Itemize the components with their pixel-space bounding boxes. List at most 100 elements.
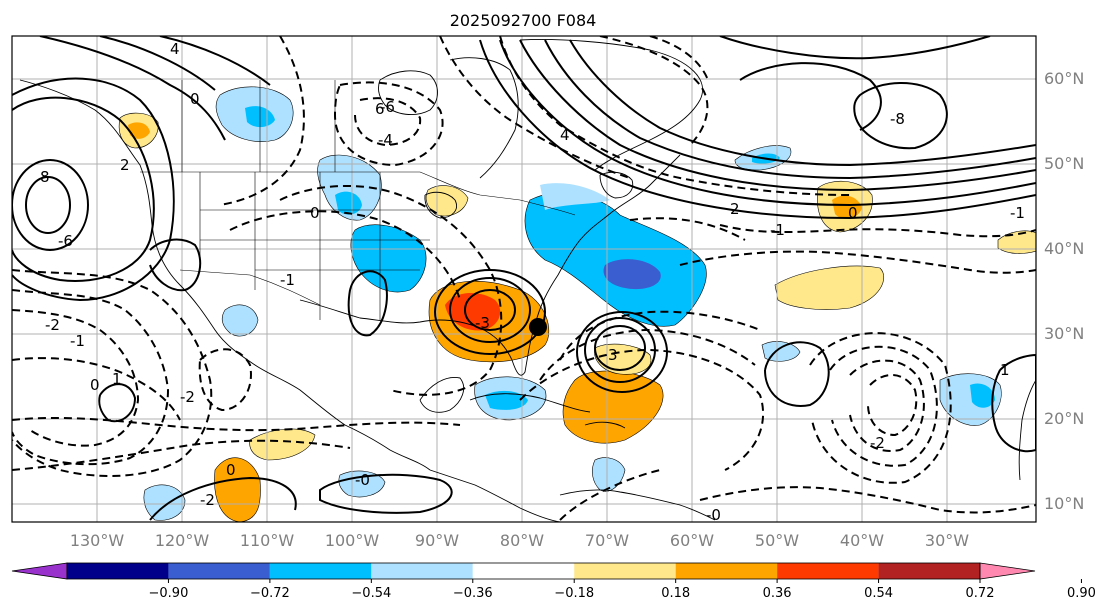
contour-east-atlantic-high-2 bbox=[991, 353, 1036, 453]
storm-center-marker bbox=[529, 318, 547, 336]
contour-neg-13 bbox=[499, 36, 851, 196]
contour-label: -0 bbox=[706, 506, 721, 524]
lon-tick-label: 60°W bbox=[670, 531, 714, 550]
latitude-tick-labels: 60°N 50°N 40°N 30°N 20°N 10°N bbox=[1044, 69, 1084, 513]
negative-contours bbox=[12, 36, 1036, 521]
contour-pacific-high-3 bbox=[12, 96, 155, 282]
contour-north-atlantic bbox=[853, 82, 948, 150]
anomaly-positive-mid-atlantic bbox=[774, 265, 885, 310]
contour-east-atlantic-high bbox=[764, 341, 830, 407]
contour-neg-3 bbox=[12, 309, 140, 447]
anomaly-positive-pacific-south bbox=[214, 457, 261, 522]
lat-tick-label: 10°N bbox=[1044, 494, 1084, 513]
contour-neg-5 bbox=[219, 36, 305, 206]
graticule bbox=[12, 36, 1036, 522]
contour-neg-9 bbox=[229, 210, 461, 301]
colorbar-segment bbox=[777, 563, 879, 579]
contour-neg-12 bbox=[12, 439, 351, 471]
contour-label: 8 bbox=[40, 168, 50, 186]
contour-label: -2 bbox=[45, 316, 60, 334]
greenland bbox=[519, 39, 703, 171]
north-america-west-coast bbox=[19, 79, 431, 471]
contour-neg-28 bbox=[629, 217, 746, 241]
political-borders bbox=[140, 80, 576, 320]
contour-label: -2 bbox=[870, 434, 885, 452]
contour-greenland-ridge-2 bbox=[544, 39, 1036, 180]
contour-neg-10 bbox=[12, 357, 181, 421]
contour-low-gulf-3 bbox=[434, 269, 546, 355]
anomaly-negative-east-atlantic-core bbox=[970, 383, 995, 408]
south-america-north-coast bbox=[559, 489, 716, 521]
yucatan bbox=[419, 377, 464, 413]
contour-north-ridge-1 bbox=[719, 36, 991, 60]
colorbar-tick-labels: −0.90 −0.72 −0.54 −0.36 −0.18 0.18 0.36 0.54 0.7… bbox=[149, 579, 1096, 601]
contour-neg-7 bbox=[354, 97, 422, 147]
colorbar-segment bbox=[675, 563, 778, 579]
contour-neg-25 bbox=[809, 332, 952, 484]
contour-low-gulf-2 bbox=[449, 277, 531, 343]
colorbar-tick-label: 0.72 bbox=[966, 586, 995, 601]
colorbar-tick-label: −0.18 bbox=[554, 586, 594, 601]
anomaly-negative-plains bbox=[317, 154, 382, 221]
puerto-rico bbox=[584, 421, 626, 429]
anomaly-positive-east-atlantic bbox=[997, 230, 1036, 254]
contour-neg-4 bbox=[198, 348, 252, 412]
contour-label: -2 bbox=[180, 388, 195, 406]
colorbar-tick-label: −0.72 bbox=[250, 586, 290, 601]
east-coast bbox=[534, 154, 681, 326]
contour-label: -2 bbox=[200, 491, 215, 509]
contour-neg-8 bbox=[279, 184, 503, 396]
contour-greenland-ridge-4 bbox=[499, 39, 1036, 207]
lat-tick-label: 60°N bbox=[1044, 69, 1084, 88]
lon-tick-label: 120°W bbox=[155, 531, 210, 550]
contour-low-gulf-1 bbox=[464, 289, 516, 331]
lon-tick-label: 100°W bbox=[325, 531, 380, 550]
anomaly-negative-mexico bbox=[221, 304, 259, 337]
anomaly-positive-pacific-core bbox=[128, 122, 150, 139]
contour-label: 0 bbox=[190, 90, 200, 108]
contour-north-ridge-2 bbox=[739, 62, 882, 131]
colorbar-segment bbox=[574, 563, 676, 579]
contour-east-pacific-trough bbox=[319, 473, 453, 514]
great-lakes bbox=[424, 191, 457, 219]
colorbar-border bbox=[66, 562, 981, 580]
contour-neg-15 bbox=[599, 36, 709, 146]
contour-label: 3 bbox=[608, 346, 618, 364]
contour-greenland-ridge-5 bbox=[479, 39, 1036, 220]
contour-pacific-high-4 bbox=[12, 77, 175, 302]
lon-tick-label: 30°W bbox=[925, 531, 969, 550]
anomaly-negative-south-caribbean bbox=[591, 457, 626, 492]
map-title: 2025092700 F084 bbox=[450, 11, 597, 30]
contour-label: -1 bbox=[1010, 204, 1025, 222]
contour-neg-11 bbox=[12, 416, 461, 432]
contour-label: 6 bbox=[375, 100, 385, 118]
contour-neg-2 bbox=[12, 289, 170, 466]
contour-neg-18 bbox=[679, 250, 1036, 274]
lon-tick-label: 80°W bbox=[500, 531, 544, 550]
contour-label: -1 bbox=[280, 271, 295, 289]
contour-label: -6 bbox=[58, 232, 73, 250]
lon-tick-label: 40°W bbox=[840, 531, 884, 550]
colorbar: −0.90 −0.72 −0.54 −0.36 −0.18 0.18 0.36 0.54 0.7… bbox=[11, 562, 1096, 601]
contour-neg-14 bbox=[439, 36, 631, 179]
anomaly-negative-atlantic-light bbox=[540, 183, 610, 210]
anomaly-negative-plains-core bbox=[335, 191, 362, 215]
contour-label: 2 bbox=[730, 200, 740, 218]
contour-neg-19 bbox=[559, 310, 761, 361]
contour-neg-16 bbox=[649, 36, 709, 81]
contour-label: -3 bbox=[475, 314, 490, 332]
contour-label-group: 4 2 0 -2 6 8 -6 -4 4 2 0 -1 1 -2 0 -1 -3… bbox=[40, 40, 1025, 524]
colorbar-tick-label: 0.90 bbox=[1067, 586, 1096, 601]
contour-canada-ridge-3 bbox=[159, 36, 271, 86]
contour-label: 1 bbox=[1000, 361, 1010, 379]
contour-label: -8 bbox=[890, 110, 905, 128]
colorbar-tick-label: 0.54 bbox=[864, 586, 893, 601]
colorbar-tick-label: −0.54 bbox=[351, 586, 391, 601]
lon-tick-label: 110°W bbox=[240, 531, 295, 550]
contour-label: -4 bbox=[378, 131, 393, 149]
lon-tick-label: 70°W bbox=[585, 531, 629, 550]
colorbar-extend-high bbox=[979, 562, 1036, 580]
anomaly-negative-atlantic bbox=[524, 192, 707, 327]
contour-neg-20 bbox=[539, 328, 756, 381]
lat-tick-label: 50°N bbox=[1044, 154, 1084, 173]
